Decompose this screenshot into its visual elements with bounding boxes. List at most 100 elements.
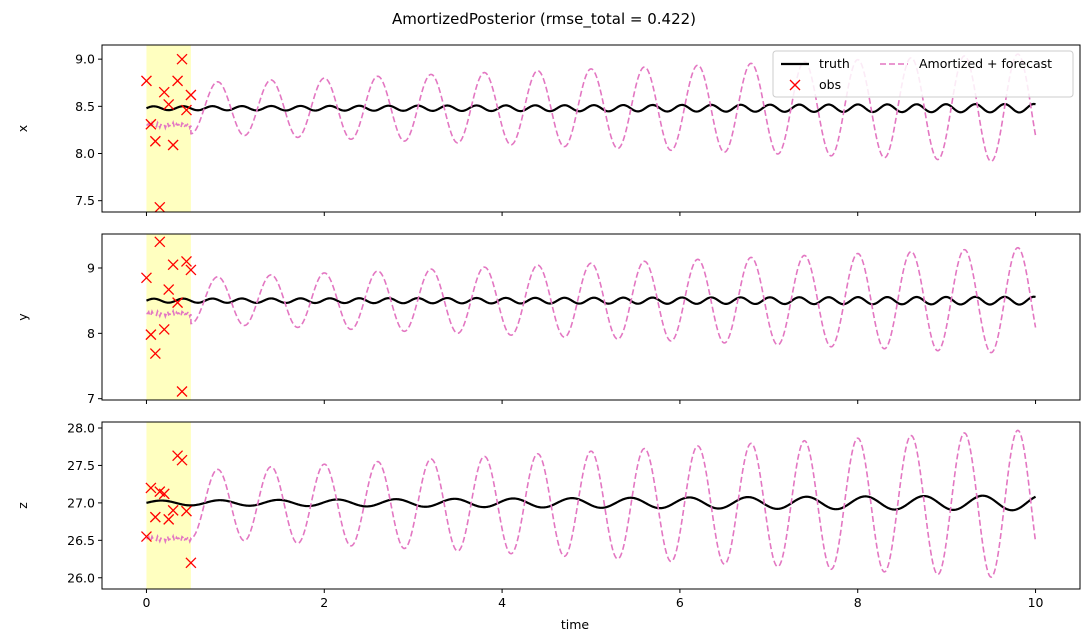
obs-marker-stroke (185, 557, 197, 569)
obs-marker-z (158, 488, 170, 500)
obs-marker-stroke (158, 488, 170, 500)
y-tick-label-y: 7 (87, 391, 95, 406)
obs-marker-stroke (140, 272, 152, 284)
obs-marker-y (145, 329, 157, 341)
obs-marker-stroke (176, 386, 188, 397)
observation-window-x (146, 45, 191, 212)
obs-marker-y (149, 348, 161, 360)
y-tick-label-y: 8 (87, 326, 95, 341)
obs-marker-stroke (154, 486, 166, 498)
obs-marker-y (185, 264, 197, 276)
obs-marker-stroke (181, 255, 192, 267)
obs-marker-stroke (172, 297, 184, 309)
x-tick-label: 0 (142, 595, 150, 610)
x-tick-label: 8 (854, 595, 862, 610)
y-tick-label-z: 27.0 (67, 495, 95, 510)
legend: truth obs Amortized + forecast (772, 50, 1074, 98)
obs-marker-stroke (149, 348, 161, 360)
obs-marker-z (181, 505, 192, 517)
obs-marker-x (149, 135, 161, 147)
obs-marker-y (176, 386, 188, 397)
plot-area-z (140, 422, 1037, 589)
obs-marker-stroke (163, 98, 175, 110)
obs-marker-z (176, 454, 188, 466)
y-tick-label-z: 26.0 (67, 570, 95, 585)
obs-marker-z (149, 511, 161, 523)
y-tick-label-y: 9 (87, 260, 95, 275)
obs-marker-stroke (167, 259, 179, 271)
x-tick-label: 2 (320, 595, 328, 610)
y-axis-label-y: y (15, 313, 30, 321)
obs-marker-stroke (172, 75, 184, 87)
obs-marker-z (145, 482, 157, 494)
obs-marker-stroke (154, 236, 166, 248)
obs-marker-stroke (185, 264, 197, 276)
obs-marker-y (181, 255, 192, 267)
panel-z: 0 2 4 6 8 10 26.0 26.5 27.0 27.5 28.0 z (15, 420, 1081, 610)
obs-marker-y (158, 323, 170, 335)
obs-marker-stroke (163, 513, 175, 525)
obs-marker-y (163, 284, 175, 296)
x-axis-label: time (561, 617, 590, 632)
obs-marker-x (172, 75, 184, 87)
obs-marker-stroke (185, 89, 197, 101)
legend-box (772, 50, 1074, 98)
truth-line-x (146, 102, 1036, 114)
axes-frame-z (101, 421, 1081, 590)
obs-marker-y (167, 259, 179, 271)
legend-amortized-label: Amortized + forecast (919, 56, 1052, 71)
obs-marker-stroke (145, 482, 157, 494)
x-tick-label: 4 (498, 595, 506, 610)
x-tick-label: 6 (676, 595, 684, 610)
truth-line-z (146, 494, 1037, 512)
axes-frame-x (101, 44, 1081, 213)
amortized-line-y (146, 246, 1037, 354)
obs-marker-stroke (145, 329, 157, 341)
obs-marker-stroke (176, 53, 188, 65)
obs-marker-x (154, 201, 166, 212)
amortized-line-z (146, 429, 1037, 578)
y-tick-label-z: 26.5 (67, 533, 95, 548)
panel-y: 7 8 9 y (15, 233, 1081, 406)
y-tick-label-z: 28.0 (67, 420, 95, 435)
obs-marker-z (140, 531, 152, 543)
obs-marker-stroke (167, 139, 179, 151)
plot-area-y (140, 234, 1037, 400)
obs-marker-x (176, 53, 188, 65)
x-tick-label: 10 (1028, 595, 1044, 610)
y-axis-label-x: x (15, 125, 30, 132)
obs-marker-x (145, 118, 157, 130)
y-axis-label-z: z (15, 502, 30, 509)
legend-obs-swatch (789, 79, 801, 91)
obs-marker-stroke (176, 454, 188, 466)
obs-marker-stroke (149, 135, 161, 147)
obs-marker-stroke (158, 86, 170, 98)
panels: 7.5 8.0 8.5 9.0 x 7 8 9 y 0 2 4 6 8 10 26.0 26.5 27.0 27.5… (15, 44, 1081, 610)
obs-marker-stroke (181, 104, 192, 116)
obs-marker-stroke (140, 531, 152, 543)
obs-marker-x (185, 89, 197, 101)
obs-marker-stroke (181, 505, 192, 517)
obs-marker-y (154, 236, 166, 248)
obs-marker-stroke (149, 511, 161, 523)
y-tick-label-x: 8.0 (75, 146, 95, 161)
obs-marker-stroke (163, 284, 175, 296)
legend-obs-label: obs (819, 77, 841, 92)
obs-marker-y (140, 272, 152, 284)
plot-area-x (140, 45, 1037, 212)
obs-marker-x (163, 98, 175, 110)
obs-marker-stroke (167, 504, 179, 516)
observation-window-y (146, 234, 191, 400)
figure-title: AmortizedPosterior (rmse_total = 0.422) (392, 10, 696, 29)
obs-marker-stroke (145, 118, 157, 130)
obs-marker-x (167, 139, 179, 151)
obs-marker-stroke (140, 75, 152, 87)
obs-marker-x (140, 75, 152, 87)
legend-truth-label: truth (819, 56, 850, 71)
y-tick-label-z: 27.5 (67, 458, 95, 473)
y-tick-label-x: 9.0 (75, 52, 95, 67)
amortized-line-x (146, 53, 1037, 163)
obs-marker-stroke (158, 323, 170, 335)
axes-frame-y (101, 233, 1081, 401)
